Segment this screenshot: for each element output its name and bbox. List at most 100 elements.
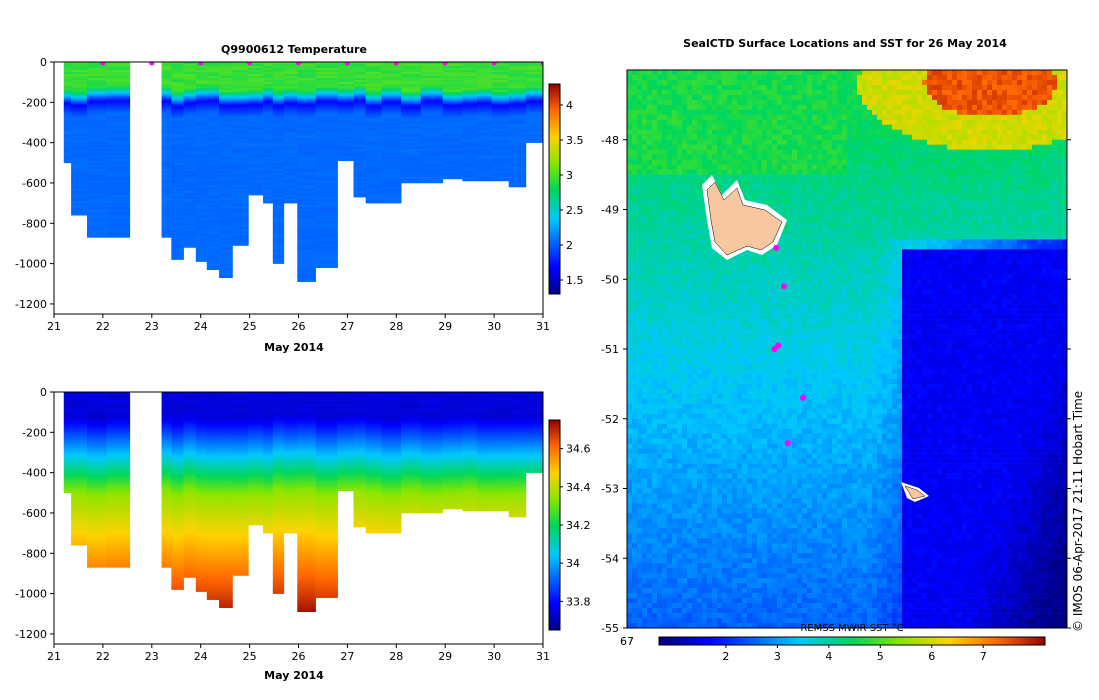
section-cell [161, 424, 172, 427]
section-cell [272, 251, 285, 254]
section-cell [283, 100, 298, 103]
section-cell [63, 412, 72, 415]
section-cell [315, 237, 338, 240]
section-cell [219, 235, 233, 238]
section-cell [171, 464, 184, 467]
section-cell [315, 221, 338, 224]
section-cell [283, 168, 298, 172]
section-cell [248, 442, 264, 445]
section-cell [195, 84, 208, 87]
section-cell [401, 416, 422, 419]
section-cell [87, 76, 107, 79]
section-cell [420, 440, 444, 443]
section-cell [476, 420, 492, 423]
section-cell [353, 186, 367, 190]
section-cell [337, 448, 354, 451]
section-cell [248, 84, 264, 87]
section-cell [297, 553, 316, 556]
section-cell [476, 118, 492, 121]
section-cell [206, 543, 220, 546]
section-cell [161, 468, 172, 471]
section-cell [206, 563, 220, 566]
section-cell [195, 563, 208, 566]
section-cell [508, 498, 527, 502]
section-cell [248, 156, 264, 160]
section-cell [272, 82, 285, 85]
x-tick-label: 26 [292, 320, 306, 333]
section-cell [272, 418, 285, 421]
section-cell [365, 199, 382, 202]
section-cell [442, 500, 463, 504]
section-cell [315, 575, 338, 578]
section-cell [248, 126, 264, 129]
section-cell [87, 114, 107, 117]
section-cell [106, 549, 131, 552]
section-cell [381, 412, 402, 415]
section-cell [248, 142, 264, 145]
section-cell [525, 458, 543, 461]
colorbar-segment [549, 197, 560, 199]
section-cell [365, 102, 382, 105]
section-cell [195, 547, 208, 550]
section-cell [315, 146, 338, 149]
section-cell [337, 108, 354, 111]
section-cell [263, 168, 274, 172]
section-cell [283, 114, 298, 117]
section-cell [525, 108, 543, 111]
section-cell [315, 156, 338, 160]
section-cell [525, 412, 543, 415]
section-cell [71, 108, 88, 111]
section-cell [381, 114, 402, 117]
section-cell [462, 166, 478, 170]
section-cell [183, 140, 197, 143]
colorbar-segment [549, 84, 560, 86]
section-cell [381, 402, 402, 405]
section-cell [462, 494, 478, 498]
section-cell [442, 70, 463, 73]
section-cell [365, 406, 382, 409]
colorbar-segment [549, 490, 560, 492]
section-cell [206, 74, 220, 77]
colorbar-segment [549, 123, 560, 125]
section-cell [491, 166, 510, 170]
section-cell [491, 448, 510, 451]
section-cell [353, 90, 367, 93]
section-cell [462, 170, 478, 174]
section-cell [183, 404, 197, 407]
section-cell [206, 597, 220, 600]
section-cell [353, 464, 367, 467]
section-cell [183, 559, 197, 562]
section-cell [365, 527, 382, 530]
section-cell [87, 420, 107, 423]
sst-cell [682, 70, 688, 76]
section-cell [183, 142, 197, 145]
section-cell [87, 223, 107, 226]
section-cell [161, 486, 172, 490]
section-cell [195, 94, 208, 97]
section-cell [297, 84, 316, 87]
section-cell [283, 446, 298, 449]
section-cell [87, 559, 107, 562]
section-cell [508, 490, 527, 494]
section-cell [272, 241, 285, 244]
colorbar-segment [549, 577, 560, 579]
section-cell [183, 74, 197, 77]
section-cell [206, 496, 220, 500]
section-cell [248, 498, 264, 502]
section-cell [248, 484, 264, 488]
section-cell [337, 460, 354, 463]
section-cell [232, 128, 249, 131]
section-cell [219, 496, 233, 500]
colorbar-segment [549, 519, 560, 521]
section-cell [206, 164, 220, 168]
section-cell [161, 450, 172, 453]
section-cell [195, 126, 208, 129]
section-cell [195, 444, 208, 447]
section-cell [206, 104, 220, 107]
section-cell [420, 124, 444, 127]
section-cell [337, 478, 354, 482]
section-cell [337, 146, 354, 149]
section-cell [232, 219, 249, 222]
section-cell [106, 186, 131, 190]
section-cell [183, 158, 197, 162]
